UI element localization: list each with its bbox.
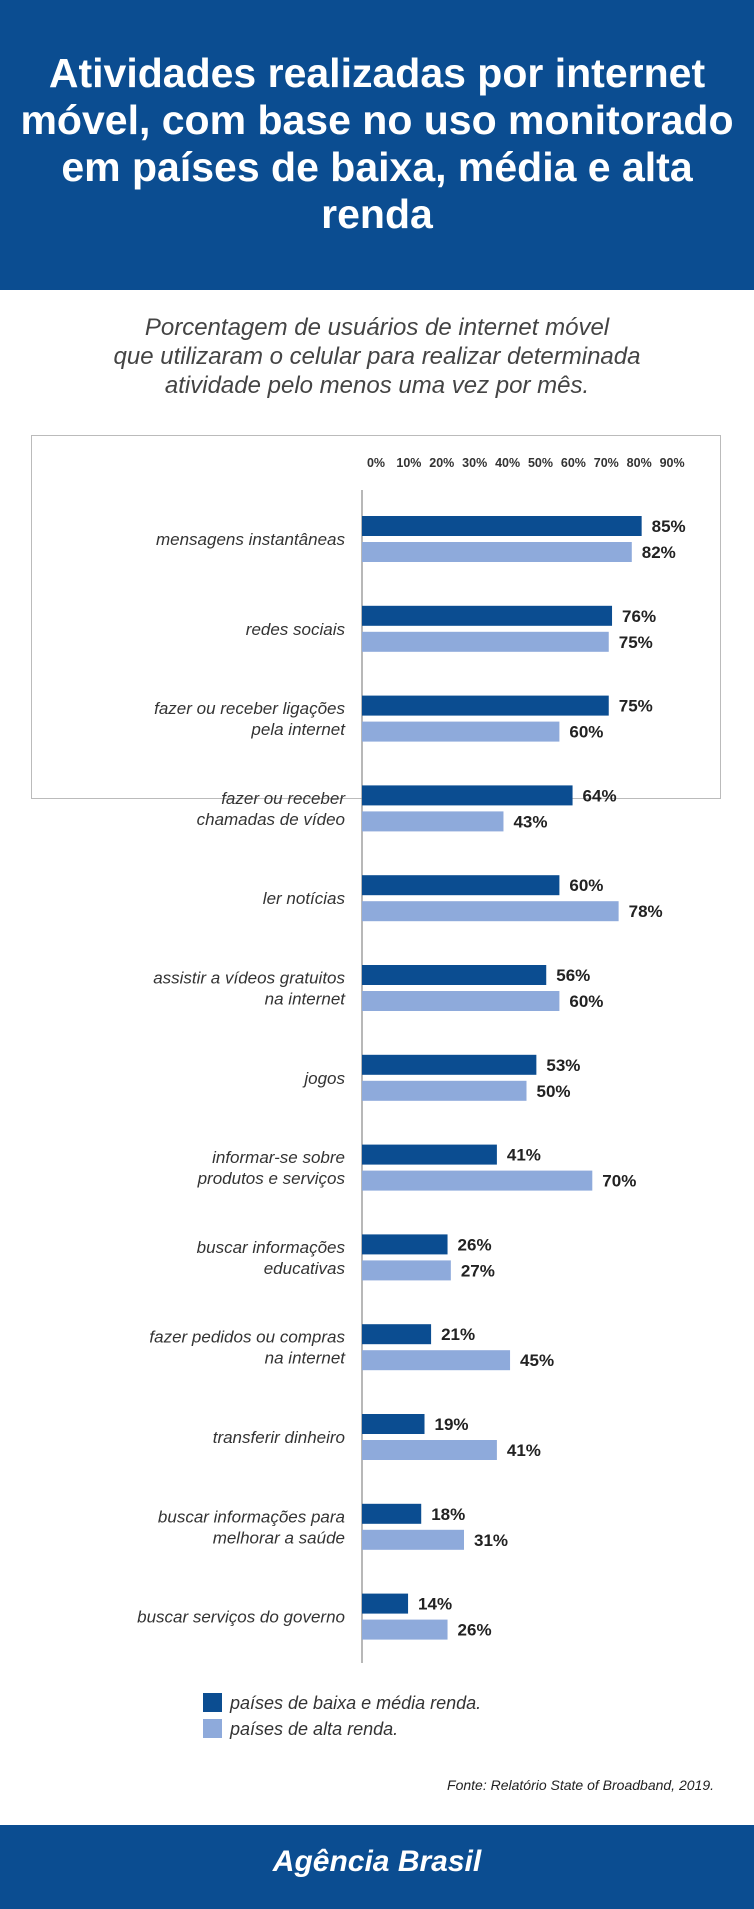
data-label: 75% <box>619 633 653 652</box>
category-label: produtos e serviços <box>197 1169 346 1188</box>
data-label: 75% <box>619 697 653 716</box>
data-label: 14% <box>418 1595 452 1614</box>
data-label: 18% <box>431 1505 465 1524</box>
x-tick-label: 80% <box>627 456 652 470</box>
x-tick-label: 20% <box>429 456 454 470</box>
x-tick-label: 40% <box>495 456 520 470</box>
bar <box>362 1440 497 1460</box>
data-label: 60% <box>569 992 603 1011</box>
category-label: mensagens instantâneas <box>156 530 346 549</box>
data-label: 60% <box>569 723 603 742</box>
x-tick-label: 30% <box>462 456 487 470</box>
bar <box>362 1080 527 1101</box>
subtitle-line: atividade pelo menos uma vez por mês. <box>164 372 590 399</box>
x-tick-label: 50% <box>528 456 553 470</box>
legend-swatch <box>203 1693 222 1712</box>
category-label: buscar serviços do governo <box>137 1608 345 1627</box>
data-label: 41% <box>507 1146 541 1165</box>
bar <box>362 721 560 742</box>
category-label: na internet <box>265 990 347 1009</box>
source-note: Fonte: Relatório State of Broadband, 201… <box>447 1777 714 1793</box>
subtitle-line: que utilizaram o celular para realizar d… <box>113 343 641 370</box>
legend-label: países de alta renda. <box>229 1719 398 1739</box>
data-label: 70% <box>602 1172 636 1191</box>
category-label: melhorar a saúde <box>213 1528 345 1547</box>
category-label: fazer pedidos ou compras <box>149 1328 345 1347</box>
bar <box>362 1414 425 1434</box>
category-label: informar-se sobre <box>212 1148 345 1167</box>
data-label: 50% <box>537 1082 571 1101</box>
bar <box>362 1529 464 1550</box>
bar <box>362 1503 422 1524</box>
data-label: 31% <box>474 1531 508 1550</box>
data-label: 26% <box>458 1621 492 1640</box>
chart-subtitle: Porcentagem de usuários de internet móve… <box>0 313 754 400</box>
data-label: 60% <box>569 876 603 895</box>
category-label: buscar informações para <box>158 1507 345 1526</box>
data-label: 21% <box>441 1325 475 1344</box>
bar <box>362 695 609 716</box>
data-label: 26% <box>458 1235 492 1254</box>
x-tick-label: 90% <box>660 456 685 470</box>
bar <box>362 965 547 985</box>
x-tick-label: 70% <box>594 456 619 470</box>
category-label: na internet <box>265 1349 347 1368</box>
data-label: 76% <box>622 607 656 626</box>
bar <box>362 1593 409 1614</box>
bar <box>362 875 560 896</box>
data-label: 82% <box>642 543 676 562</box>
bar <box>362 542 632 562</box>
category-label: pela internet <box>250 720 346 739</box>
data-label: 53% <box>546 1056 580 1075</box>
footer-banner: Agência Brasil <box>0 1825 754 1909</box>
bar <box>362 811 504 832</box>
category-label: transferir dinheiro <box>213 1428 345 1447</box>
bar <box>362 605 613 626</box>
bar <box>362 1619 448 1640</box>
x-tick-label: 60% <box>561 456 586 470</box>
subtitle-line: Porcentagem de usuários de internet móve… <box>144 314 610 341</box>
category-label: assistir a vídeos gratuitos <box>153 969 345 988</box>
data-label: 56% <box>556 966 590 985</box>
bar <box>362 1234 448 1255</box>
data-label: 45% <box>520 1351 554 1370</box>
data-label: 85% <box>652 517 686 536</box>
x-tick-label: 0% <box>367 456 385 470</box>
category-label: jogos <box>302 1069 345 1088</box>
header-banner: Atividades realizadas por internet móvel… <box>0 0 754 290</box>
bar <box>362 785 573 806</box>
bar <box>362 1054 537 1075</box>
data-label: 19% <box>435 1415 469 1434</box>
category-label: fazer ou receber <box>221 789 346 808</box>
bar <box>362 1350 511 1371</box>
category-label: redes sociais <box>246 620 346 639</box>
data-label: 64% <box>583 786 617 805</box>
category-label: educativas <box>264 1259 346 1278</box>
data-label: 27% <box>461 1261 495 1280</box>
category-label: fazer ou receber ligações <box>154 699 345 718</box>
bar <box>362 901 619 922</box>
data-label: 43% <box>513 812 547 831</box>
bar <box>362 991 560 1011</box>
bar <box>362 631 609 652</box>
legend-label: países de baixa e média renda. <box>229 1693 481 1713</box>
bar <box>362 1324 432 1345</box>
data-label: 78% <box>629 902 663 921</box>
bar <box>362 1144 497 1165</box>
x-tick-label: 10% <box>396 456 421 470</box>
legend-swatch <box>203 1719 222 1738</box>
bar <box>362 516 642 536</box>
brand-logo: Agência Brasil <box>272 1845 482 1878</box>
bar <box>362 1170 593 1191</box>
category-label: chamadas de vídeo <box>197 810 345 829</box>
data-label: 41% <box>507 1441 541 1460</box>
chart-title: Atividades realizadas por internet móvel… <box>20 50 734 237</box>
bar <box>362 1260 451 1281</box>
category-label: buscar informações <box>197 1238 346 1257</box>
category-label: ler notícias <box>263 889 346 908</box>
